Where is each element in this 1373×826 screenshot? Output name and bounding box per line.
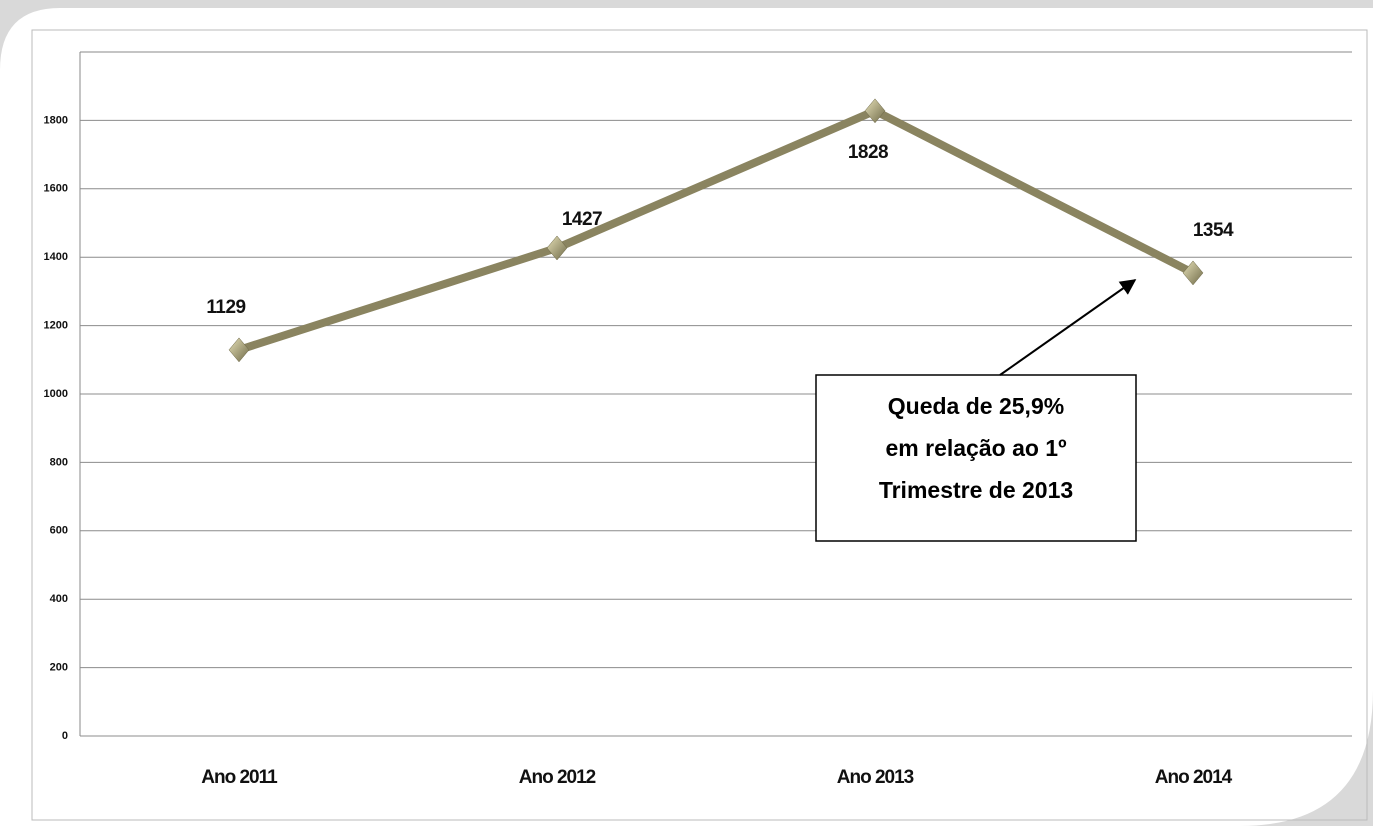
series-line: [237, 106, 1195, 354]
data-label: 1354: [1193, 220, 1234, 241]
y-tick-label: 400: [50, 593, 68, 605]
y-tick-label: 1800: [44, 114, 68, 126]
y-tick-label: 1400: [44, 251, 68, 263]
data-label: 1828: [848, 142, 888, 163]
y-tick-label: 1000: [44, 388, 68, 400]
annotation-line: em relação ao 1º: [885, 435, 1066, 461]
point-marker: [864, 98, 886, 124]
point-marker: [1182, 260, 1204, 286]
annotation-box: [815, 374, 1137, 542]
data-label: 1427: [562, 209, 602, 230]
point-marker: [546, 235, 568, 261]
point-marker: [228, 337, 250, 363]
y-tick-label: 600: [50, 525, 68, 537]
data-label: 1129: [206, 297, 245, 318]
annotation-arrow: [999, 279, 1137, 376]
annotation-line: Trimestre de 2013: [879, 477, 1073, 503]
y-tick-label: 200: [50, 662, 68, 674]
y-tick-label: 1600: [44, 183, 68, 195]
x-tick-label: Ano 2014: [1155, 767, 1233, 788]
x-tick-label: Ano 2013: [837, 767, 914, 788]
annotation-line: Queda de 25,9%: [888, 393, 1064, 419]
y-tick-label: 1200: [44, 320, 68, 332]
y-tick-label: 0: [62, 730, 68, 742]
frame: [0, 8, 1373, 826]
chart-border: [31, 29, 1368, 821]
x-tick-label: Ano 2011: [201, 767, 278, 788]
x-tick-label: Ano 2012: [519, 767, 596, 788]
y-tick-label: 800: [50, 456, 68, 468]
